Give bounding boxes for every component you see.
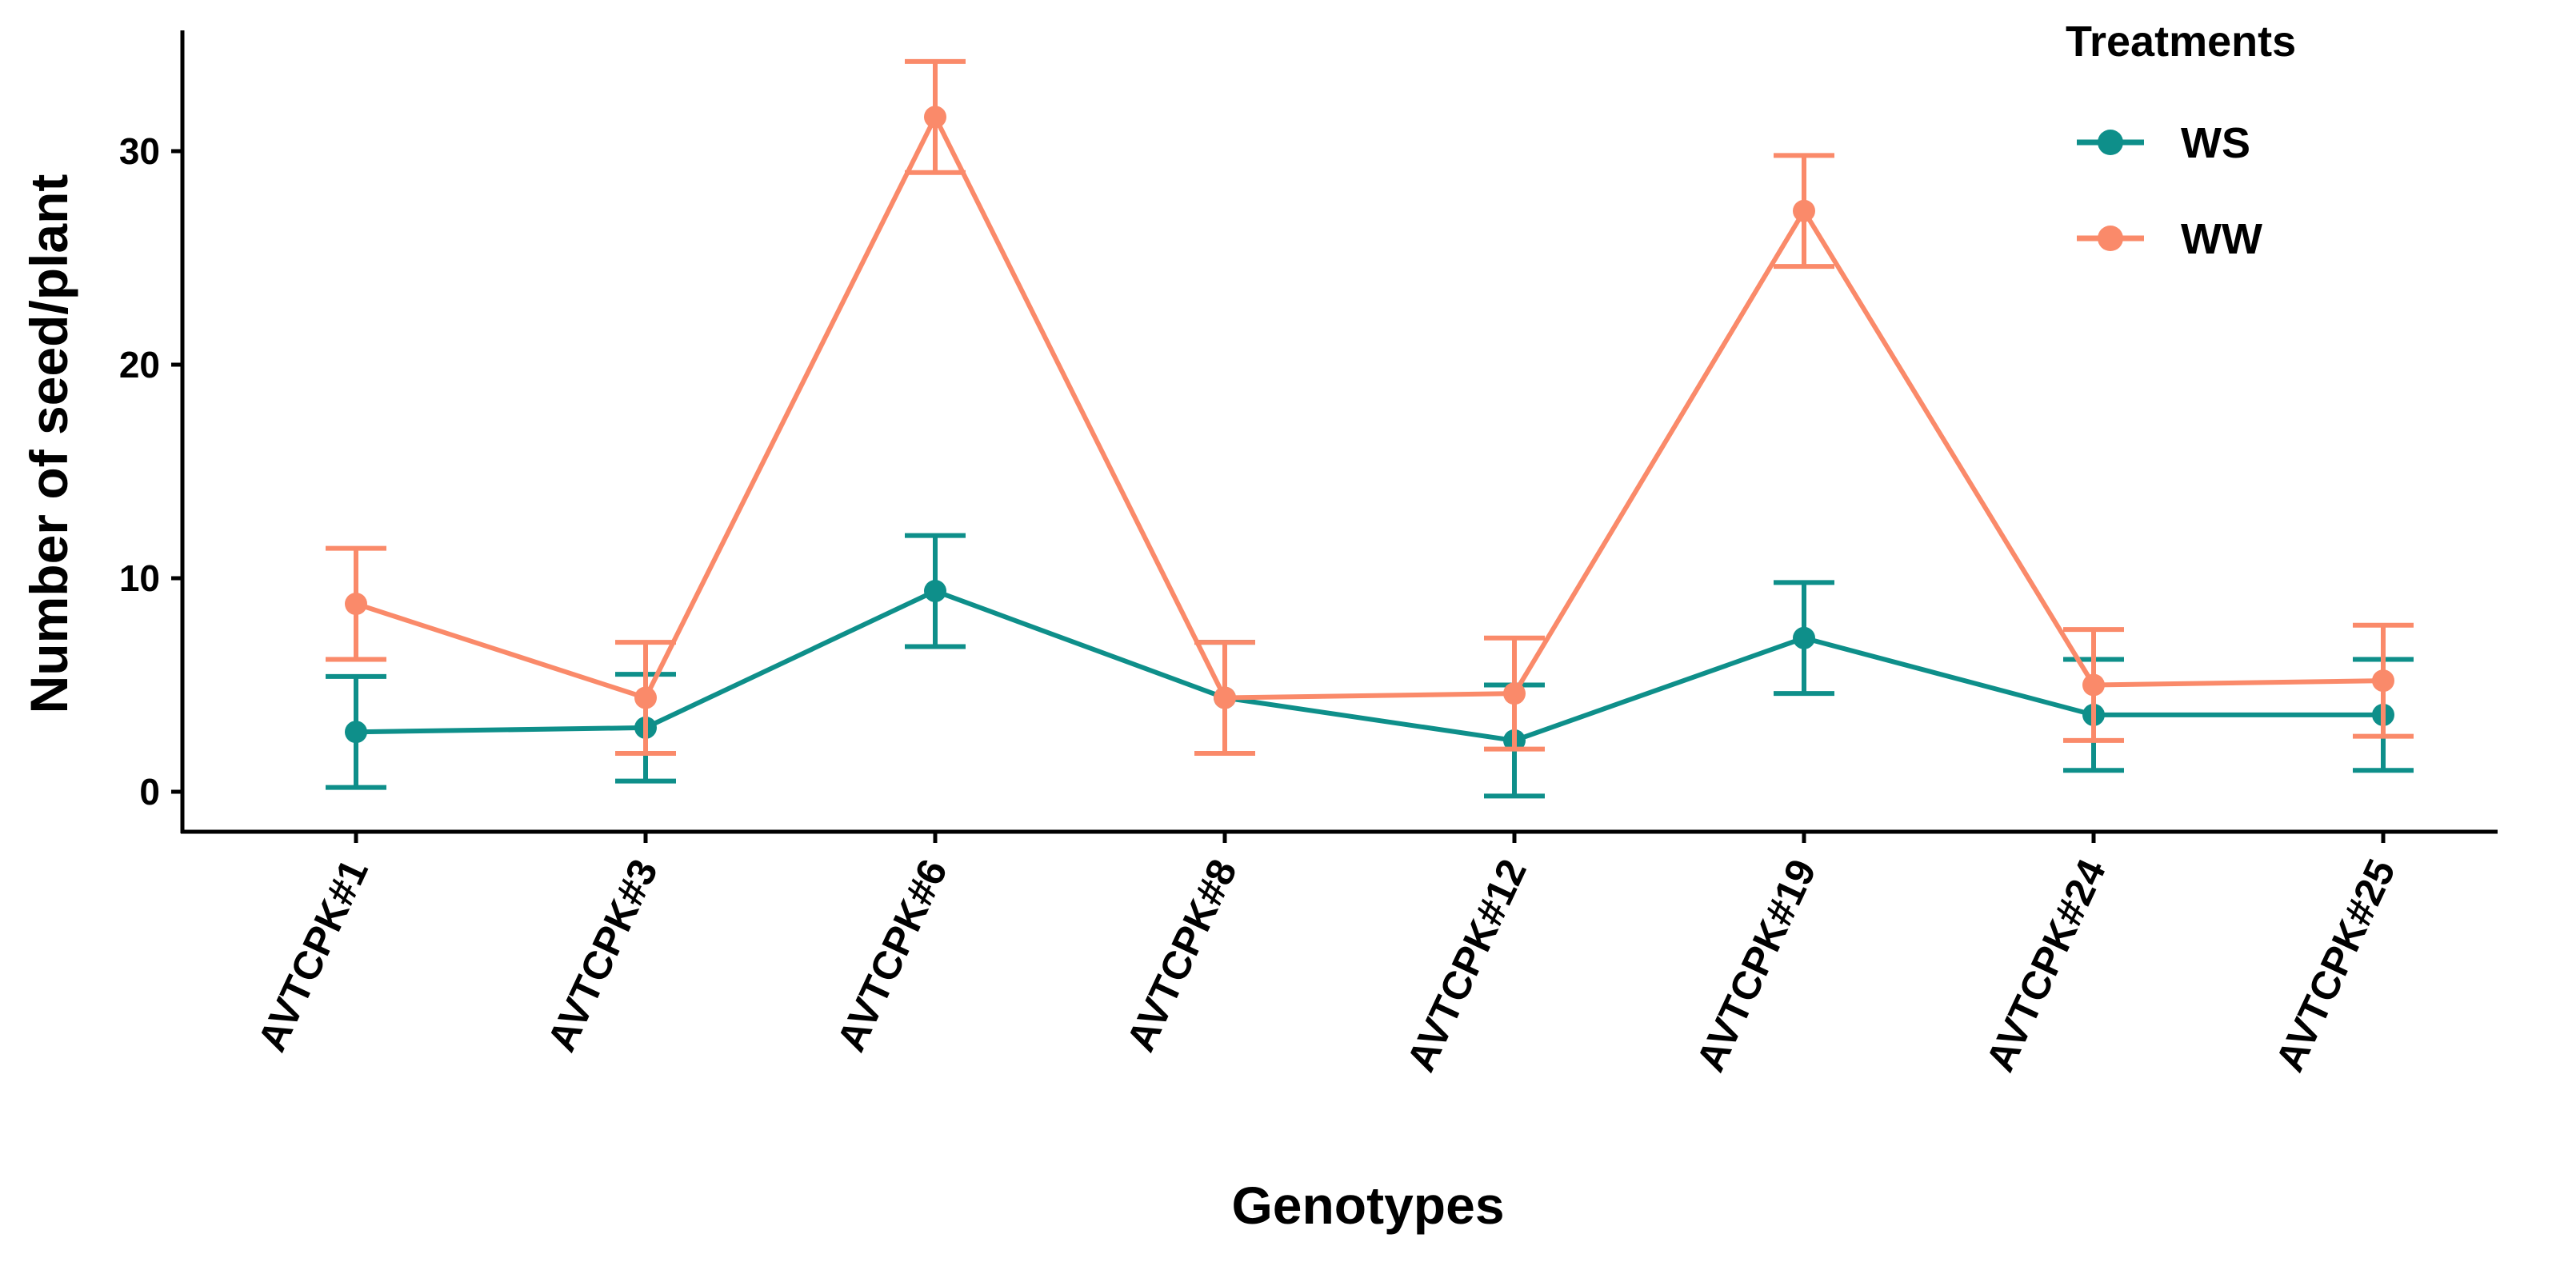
data-point bbox=[1793, 199, 1815, 222]
legend-label: WS bbox=[2181, 119, 2250, 167]
y-tick-label: 10 bbox=[119, 557, 160, 599]
y-axis-title: Number of seed/plant bbox=[19, 174, 78, 714]
data-point bbox=[1503, 682, 1526, 705]
x-tick-label: AVTCPK#19 bbox=[1688, 853, 1825, 1078]
series-layer bbox=[326, 58, 2414, 799]
data-point bbox=[345, 593, 367, 616]
data-point bbox=[924, 580, 946, 603]
x-tick-label: AVTCPK#25 bbox=[2267, 853, 2404, 1078]
x-axis-title: Genotypes bbox=[1231, 1176, 1504, 1235]
data-point bbox=[345, 721, 367, 744]
series-ww bbox=[326, 58, 2414, 756]
data-point bbox=[1214, 686, 1236, 709]
y-tick-label: 0 bbox=[139, 771, 160, 813]
axes: 0 10 20 30 AVTCPK#1 AVTCPK#3 AVTCPK#6 AVTCPK#8… bbox=[119, 30, 2498, 1078]
data-point bbox=[634, 686, 657, 709]
x-tick-label: AVTCPK#12 bbox=[1398, 853, 1535, 1078]
x-ticks: AVTCPK#1 AVTCPK#3 AVTCPK#6 AVTCPK#8 AVTCPK#1… bbox=[249, 832, 2404, 1078]
data-point bbox=[924, 106, 946, 129]
series-line bbox=[355, 114, 2384, 701]
data-point bbox=[2082, 673, 2105, 697]
x-tick-label: AVTCPK#6 bbox=[828, 853, 956, 1058]
y-ticks: 0 10 20 30 bbox=[119, 130, 182, 813]
legend-item-ww: WW bbox=[2077, 215, 2262, 263]
legend-items: WS WW bbox=[2077, 119, 2262, 263]
data-point bbox=[1793, 626, 1815, 649]
legend: Treatments WS WW bbox=[2066, 18, 2296, 263]
legend-point bbox=[2098, 130, 2123, 155]
data-point bbox=[2372, 669, 2394, 693]
y-tick-label: 30 bbox=[119, 130, 160, 172]
x-tick-label: AVTCPK#24 bbox=[1978, 853, 2114, 1078]
legend-title: Treatments bbox=[2066, 18, 2296, 66]
y-tick-label: 20 bbox=[119, 344, 160, 385]
legend-item-ws: WS bbox=[2077, 119, 2250, 167]
series-ws bbox=[326, 533, 2414, 799]
x-tick-label: AVTCPK#3 bbox=[538, 853, 666, 1058]
legend-point bbox=[2098, 226, 2123, 251]
legend-label: WW bbox=[2181, 215, 2262, 263]
x-tick-label: AVTCPK#8 bbox=[1118, 853, 1246, 1058]
x-tick-label: AVTCPK#1 bbox=[249, 853, 377, 1058]
series-line bbox=[355, 589, 2383, 743]
